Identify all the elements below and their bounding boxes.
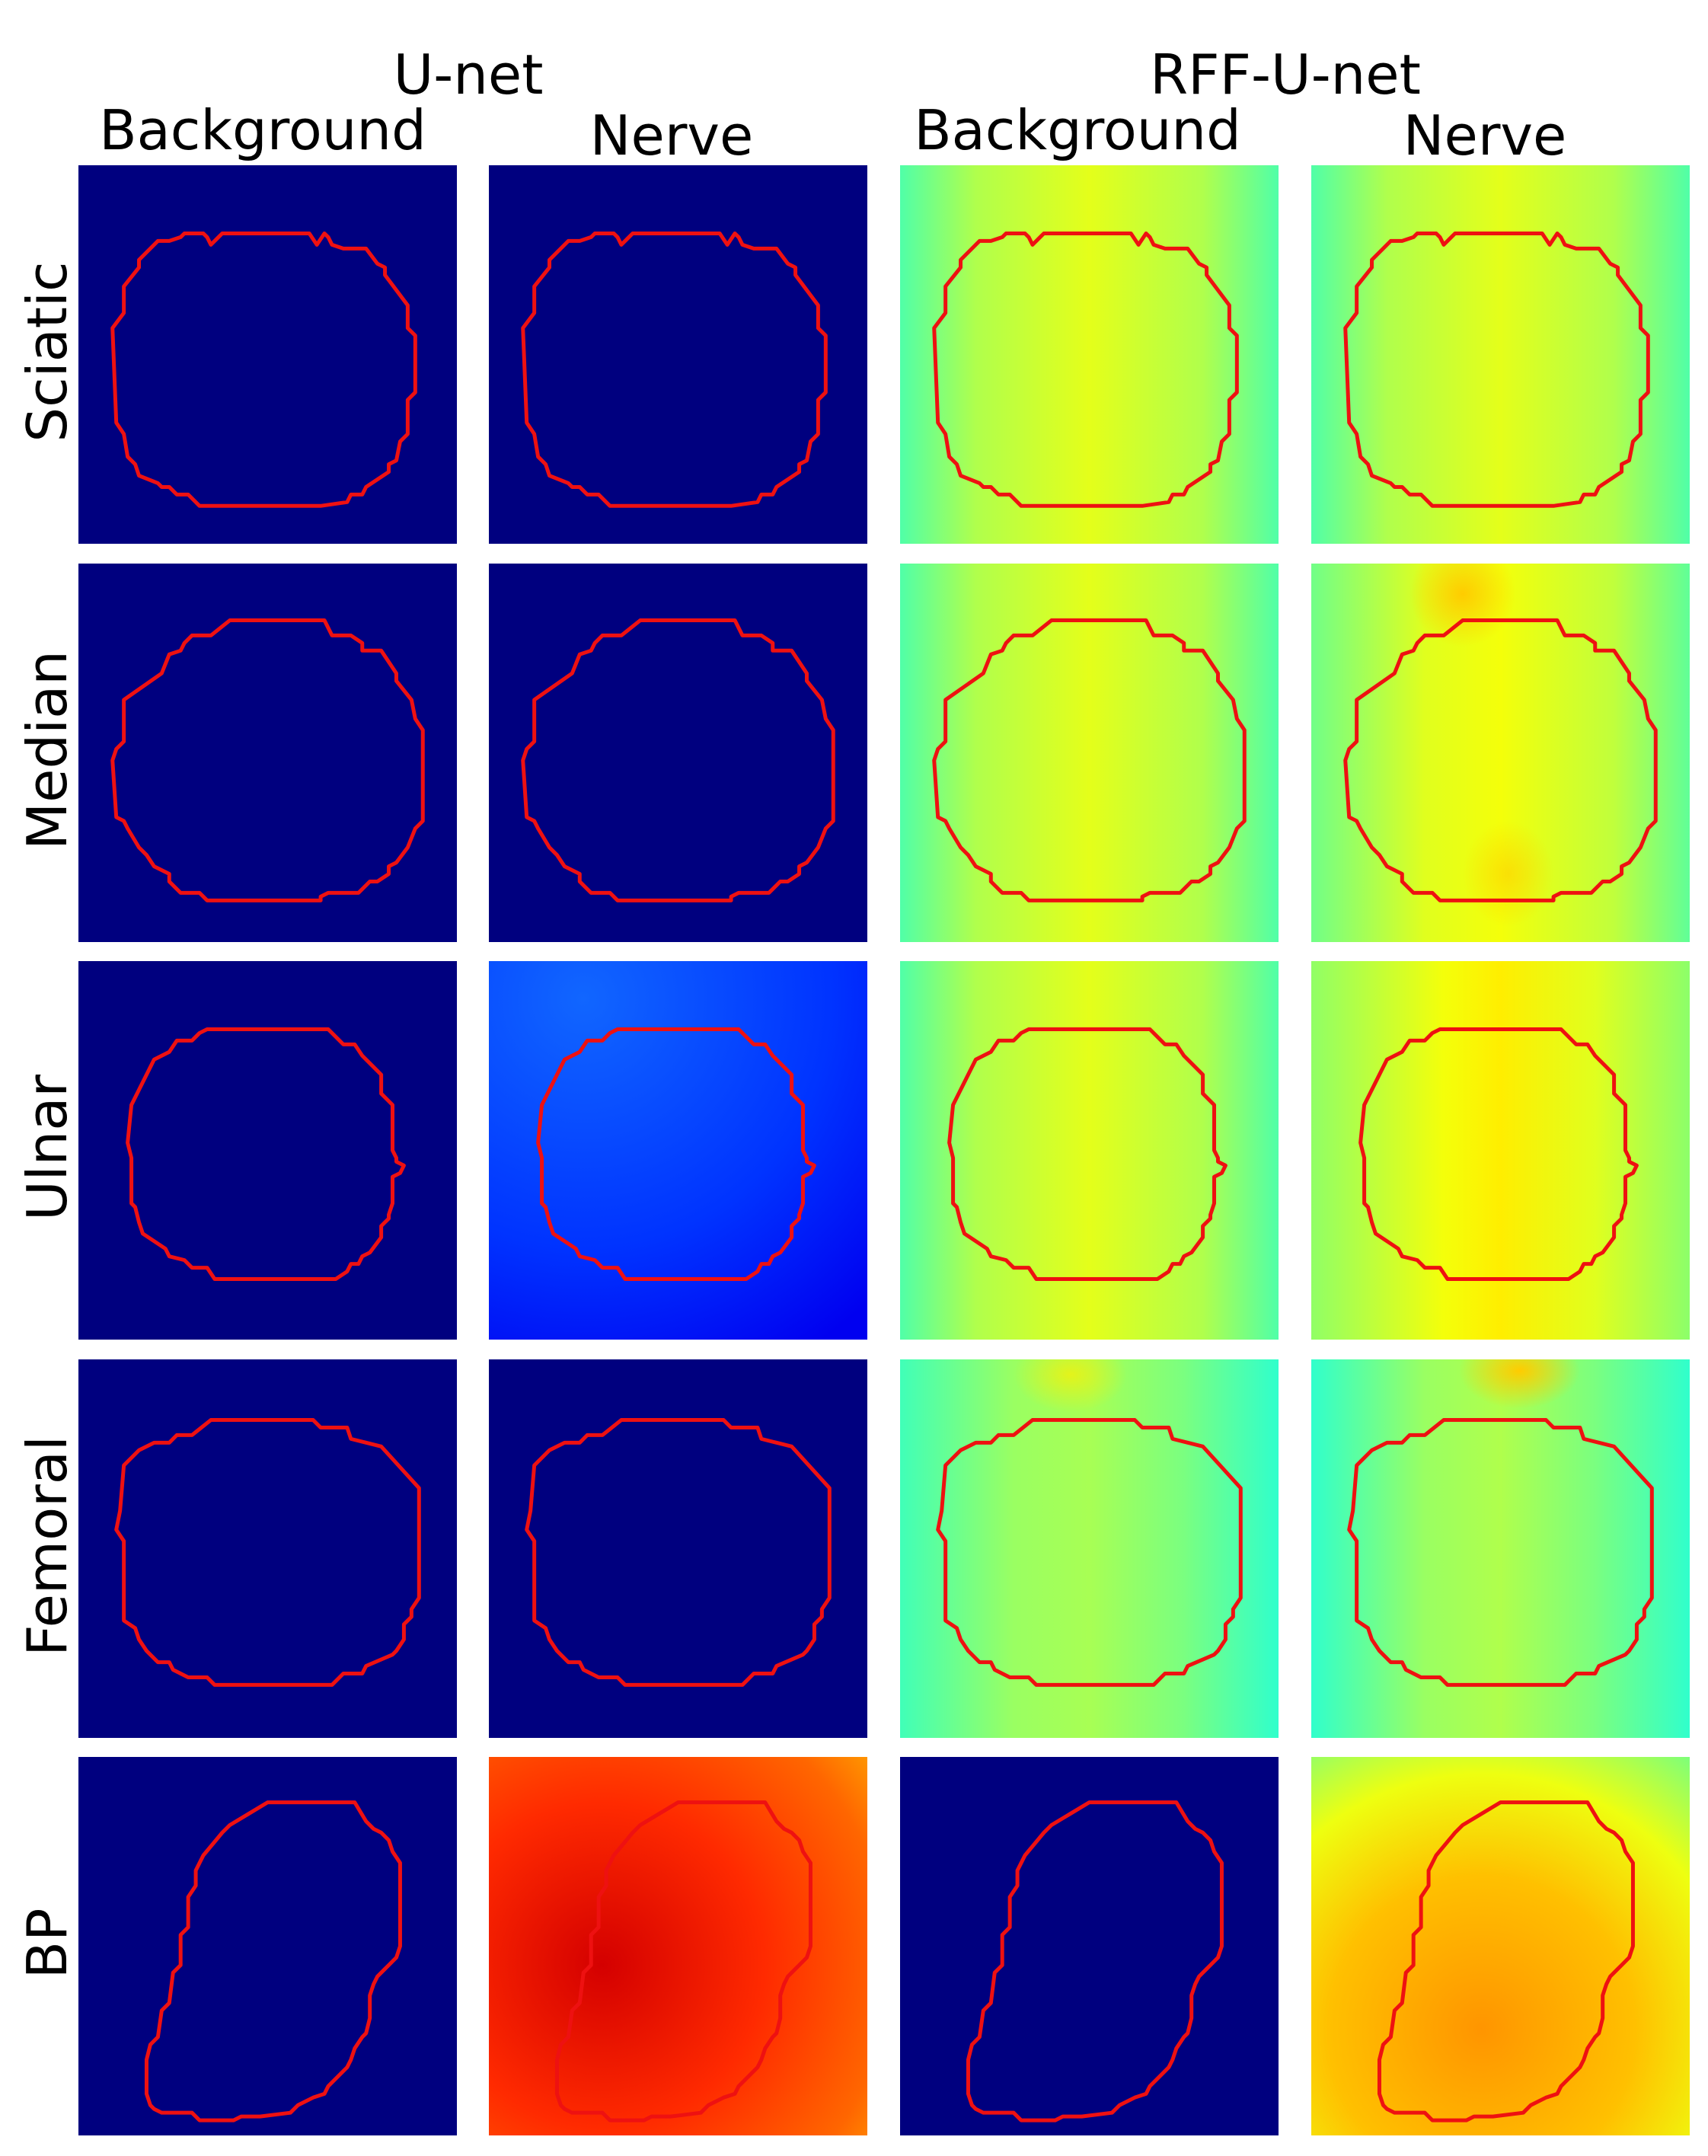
heatmap-image (1311, 961, 1690, 1340)
heatmap-image (900, 165, 1279, 544)
nerve-outline (113, 621, 423, 901)
heatmap-ulnar-unet-nerve (489, 961, 867, 1340)
nerve-outline (146, 1803, 400, 2120)
heatmap-median-rff-nerve (1311, 564, 1690, 942)
heatmap-bp-rff-background (900, 1757, 1279, 2135)
heatmap-bp-rff-nerve (1311, 1757, 1690, 2135)
heatmap-femoral-unet-background (78, 1359, 457, 1738)
heatmap-image (900, 1757, 1279, 2135)
heatmap-median-unet-nerve (489, 564, 867, 942)
heatmap-image (78, 564, 457, 942)
heatmap-median-rff-background (900, 564, 1279, 942)
column-title-rff-nerve: Nerve (1403, 104, 1567, 168)
nerve-outline (934, 621, 1245, 901)
heatmap-image (489, 961, 867, 1340)
heatmap-sciatic-unet-nerve (489, 165, 867, 544)
heatmap-median-unet-background (78, 564, 457, 942)
heatmap-image (489, 564, 867, 942)
nerve-outline (1346, 621, 1656, 901)
nerve-outline (113, 233, 416, 506)
nerve-outline (557, 1803, 810, 2120)
heatmap-image (489, 1757, 867, 2135)
heatmap-bp-unet-nerve (489, 1757, 867, 2135)
heatmap-image (489, 165, 867, 544)
heatmap-ulnar-unet-background (78, 961, 457, 1340)
heatmap-image (78, 165, 457, 544)
heatmap-sciatic-rff-background (900, 165, 1279, 544)
heatmap-image (1311, 564, 1690, 942)
nerve-outline (1349, 1420, 1652, 1685)
heatmap-sciatic-rff-nerve (1311, 165, 1690, 544)
nerve-outline (938, 1420, 1241, 1685)
heatmap-image (78, 961, 457, 1340)
nerve-outline (1361, 1029, 1637, 1279)
heatmap-image (900, 1359, 1279, 1738)
row-label-sciatic: Sciatic (15, 261, 79, 442)
nerve-outline (128, 1029, 404, 1279)
row-label-ulnar: Ulnar (15, 1074, 79, 1222)
model-title-unet: U-net (393, 43, 544, 107)
nerve-outline (934, 233, 1237, 506)
nerve-outline (523, 233, 826, 506)
nerve-outline (1346, 233, 1649, 506)
heatmap-ulnar-rff-nerve (1311, 961, 1690, 1340)
heatmap-sciatic-unet-background (78, 165, 457, 544)
heatmap-image (489, 1359, 867, 1738)
row-label-femoral: Femoral (15, 1436, 79, 1656)
model-title-rff-unet: RFF-U-net (1150, 43, 1421, 107)
heatmap-image (900, 564, 1279, 942)
heatmap-image (78, 1359, 457, 1738)
heatmap-image (1311, 1757, 1690, 2135)
nerve-outline (950, 1029, 1226, 1279)
heatmap-bp-unet-background (78, 1757, 457, 2135)
heatmap-image (1311, 165, 1690, 544)
nerve-outline (527, 1420, 830, 1685)
heatmap-image (900, 961, 1279, 1340)
row-label-median: Median (15, 650, 79, 850)
nerve-outline (968, 1803, 1221, 2120)
heatmap-image (1311, 1359, 1690, 1738)
heatmap-femoral-rff-background (900, 1359, 1279, 1738)
heatmap-ulnar-rff-background (900, 961, 1279, 1340)
column-title-unet-nerve: Nerve (589, 104, 754, 168)
column-title-unet-background: Background (99, 98, 426, 162)
heatmap-femoral-rff-nerve (1311, 1359, 1690, 1738)
nerve-outline (117, 1420, 420, 1685)
column-title-rff-background: Background (914, 98, 1241, 162)
nerve-outline (1379, 1803, 1633, 2120)
nerve-outline (523, 621, 834, 901)
heatmap-femoral-unet-nerve (489, 1359, 867, 1738)
nerve-outline (538, 1029, 815, 1279)
row-label-bp: BP (15, 1908, 79, 1979)
heatmap-image (78, 1757, 457, 2135)
